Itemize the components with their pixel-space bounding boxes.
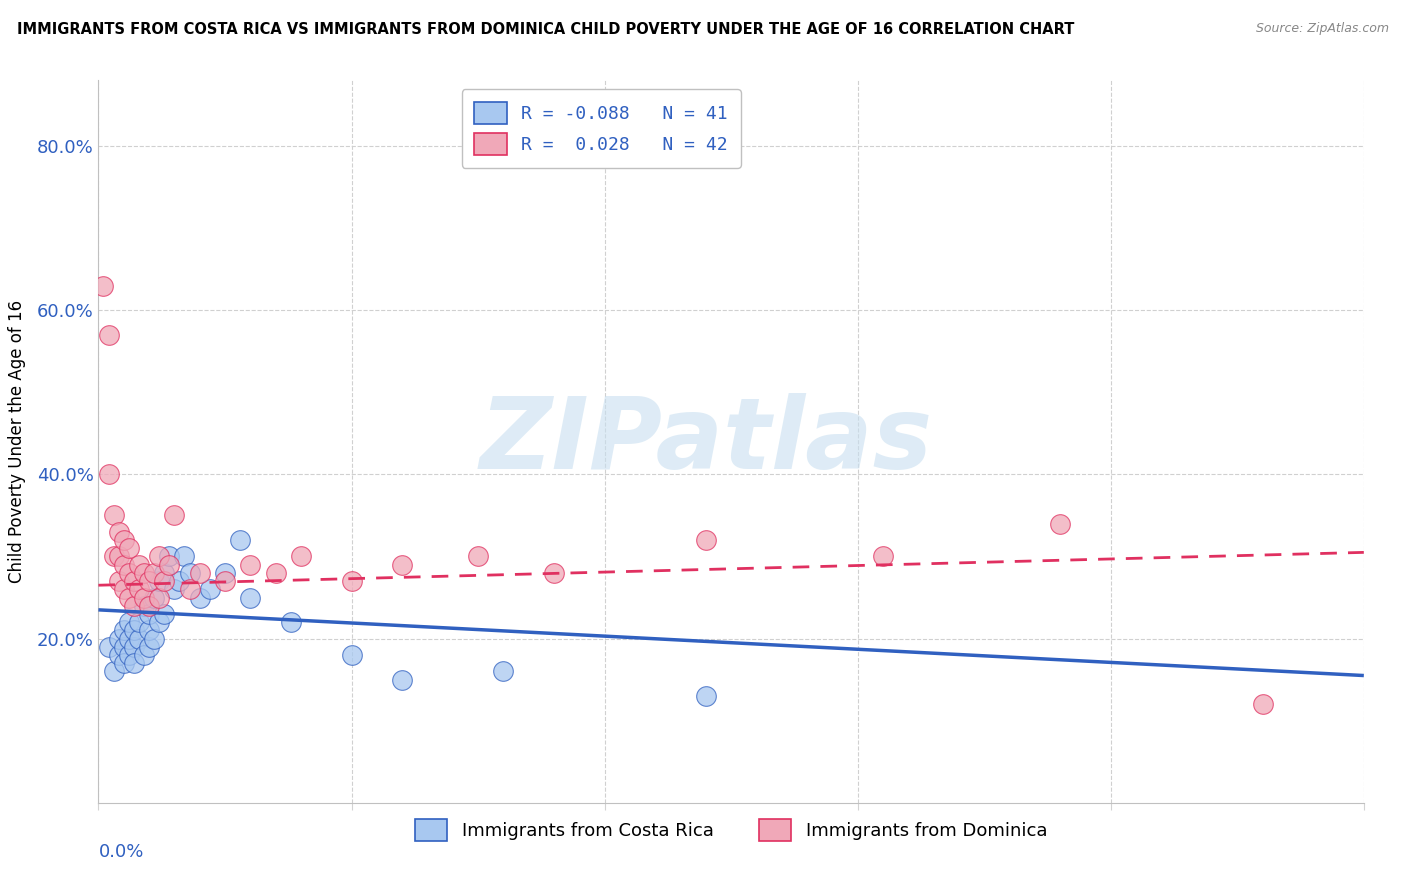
Point bbox=[695, 533, 717, 547]
Point bbox=[148, 591, 170, 605]
Point bbox=[118, 648, 141, 662]
Point bbox=[467, 549, 489, 564]
Point bbox=[112, 533, 135, 547]
Point bbox=[179, 582, 201, 597]
Text: 0.0%: 0.0% bbox=[98, 843, 143, 861]
Point bbox=[112, 624, 135, 638]
Point bbox=[93, 278, 115, 293]
Y-axis label: Child Poverty Under the Age of 16: Child Poverty Under the Age of 16 bbox=[7, 300, 25, 583]
Point bbox=[103, 508, 125, 523]
Point bbox=[118, 541, 141, 556]
Point bbox=[107, 549, 129, 564]
Point bbox=[695, 689, 717, 703]
Point bbox=[1251, 698, 1274, 712]
Point bbox=[112, 657, 135, 671]
Point bbox=[118, 566, 141, 580]
Point bbox=[143, 632, 166, 646]
Legend: Immigrants from Costa Rica, Immigrants from Dominica: Immigrants from Costa Rica, Immigrants f… bbox=[408, 812, 1054, 848]
Point bbox=[107, 524, 129, 539]
Point bbox=[132, 566, 155, 580]
Point bbox=[118, 632, 141, 646]
Point bbox=[132, 591, 155, 605]
Point bbox=[112, 582, 135, 597]
Point bbox=[239, 558, 262, 572]
Point bbox=[239, 591, 262, 605]
Point bbox=[122, 574, 145, 588]
Point bbox=[128, 582, 150, 597]
Text: ZIPatlas: ZIPatlas bbox=[479, 393, 932, 490]
Point bbox=[153, 607, 176, 621]
Point bbox=[107, 632, 129, 646]
Point bbox=[122, 624, 145, 638]
Point bbox=[391, 673, 413, 687]
Point bbox=[97, 467, 120, 482]
Point bbox=[163, 508, 186, 523]
Point bbox=[214, 566, 236, 580]
Point bbox=[138, 599, 160, 613]
Point bbox=[188, 591, 211, 605]
Point bbox=[163, 582, 186, 597]
Point bbox=[188, 566, 211, 580]
Point bbox=[97, 327, 120, 342]
Point bbox=[264, 566, 287, 580]
Point bbox=[153, 574, 176, 588]
Text: Source: ZipAtlas.com: Source: ZipAtlas.com bbox=[1256, 22, 1389, 36]
Point bbox=[872, 549, 894, 564]
Point bbox=[148, 615, 170, 630]
Point bbox=[122, 657, 145, 671]
Point bbox=[143, 566, 166, 580]
Point bbox=[148, 549, 170, 564]
Point bbox=[214, 574, 236, 588]
Point bbox=[492, 665, 515, 679]
Point bbox=[169, 574, 191, 588]
Point bbox=[391, 558, 413, 572]
Point bbox=[118, 615, 141, 630]
Point bbox=[138, 640, 160, 654]
Point bbox=[112, 558, 135, 572]
Point bbox=[112, 640, 135, 654]
Point bbox=[340, 648, 363, 662]
Point bbox=[148, 574, 170, 588]
Point bbox=[132, 599, 155, 613]
Point bbox=[179, 566, 201, 580]
Point bbox=[543, 566, 565, 580]
Point bbox=[138, 607, 160, 621]
Point bbox=[118, 591, 141, 605]
Point bbox=[122, 599, 145, 613]
Point bbox=[132, 648, 155, 662]
Point bbox=[157, 558, 180, 572]
Point bbox=[128, 632, 150, 646]
Point bbox=[1049, 516, 1071, 531]
Text: IMMIGRANTS FROM COSTA RICA VS IMMIGRANTS FROM DOMINICA CHILD POVERTY UNDER THE A: IMMIGRANTS FROM COSTA RICA VS IMMIGRANTS… bbox=[17, 22, 1074, 37]
Point bbox=[198, 582, 221, 597]
Point bbox=[280, 615, 302, 630]
Point bbox=[107, 648, 129, 662]
Point bbox=[107, 574, 129, 588]
Point bbox=[138, 624, 160, 638]
Point bbox=[97, 640, 120, 654]
Point bbox=[103, 665, 125, 679]
Point bbox=[290, 549, 312, 564]
Point bbox=[153, 566, 176, 580]
Point bbox=[173, 549, 195, 564]
Point bbox=[128, 558, 150, 572]
Point bbox=[143, 591, 166, 605]
Point bbox=[138, 574, 160, 588]
Point bbox=[103, 549, 125, 564]
Point bbox=[340, 574, 363, 588]
Point bbox=[157, 549, 180, 564]
Point bbox=[128, 615, 150, 630]
Point bbox=[122, 640, 145, 654]
Point bbox=[229, 533, 252, 547]
